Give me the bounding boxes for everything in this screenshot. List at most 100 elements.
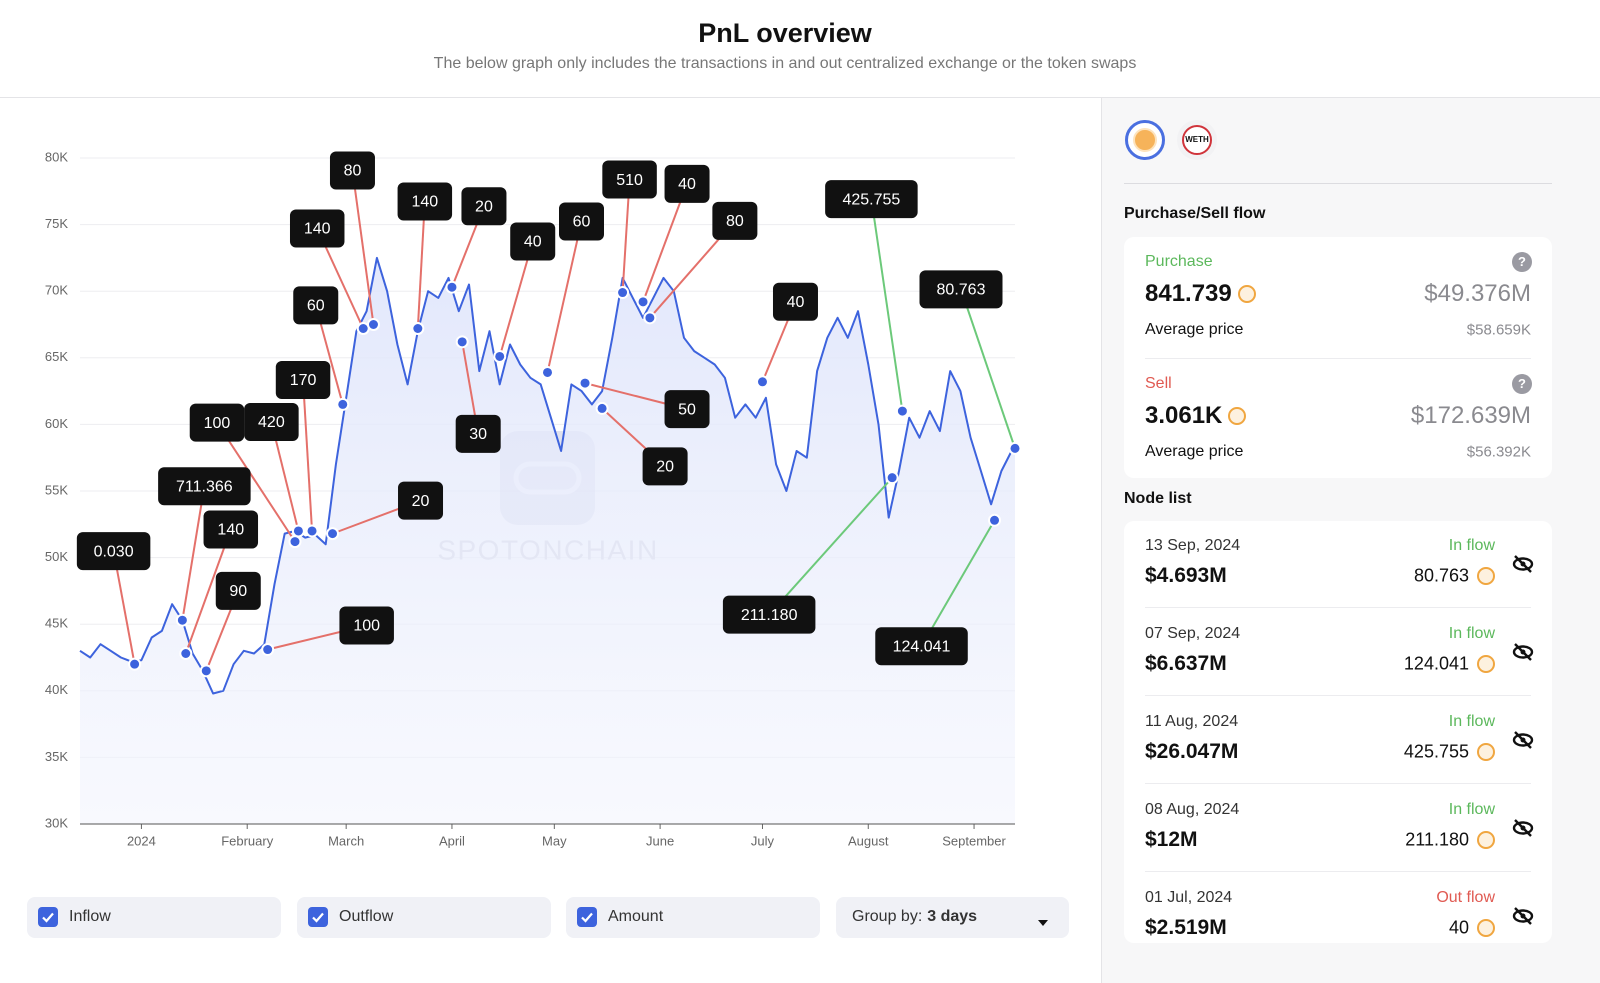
- divider: [1124, 183, 1552, 184]
- flow-dot: [895, 404, 909, 418]
- hide-toggle[interactable]: [1512, 906, 1534, 926]
- label-box: [244, 402, 299, 441]
- label-box: [722, 595, 816, 634]
- divider: [1145, 871, 1531, 872]
- flow-dot: [336, 397, 350, 411]
- x-tick-label: April: [439, 833, 465, 848]
- callout-line: [920, 519, 996, 647]
- amount-label: 100: [339, 606, 394, 645]
- node-flow: Out flow: [1436, 889, 1495, 906]
- price-line: [79, 256, 1016, 695]
- label-text: 0.030: [94, 543, 134, 560]
- section-title: Node list: [1124, 490, 1192, 507]
- group-label: Group by:: [852, 908, 923, 925]
- label-box: [215, 571, 261, 610]
- divider: [1145, 695, 1531, 696]
- amount-label: 40: [664, 164, 710, 203]
- filter-checkbox[interactable]: Outflow: [297, 897, 551, 938]
- flow-dot: [288, 535, 302, 549]
- avg-price: $56.392K: [1466, 443, 1531, 461]
- btc-token-icon[interactable]: [1125, 120, 1165, 160]
- x-tick-label: September: [942, 833, 1006, 848]
- node-usd: $6.637M: [1145, 652, 1227, 675]
- coin-icon: [1477, 919, 1495, 937]
- flow-dot: [885, 471, 899, 485]
- hide-toggle[interactable]: [1512, 642, 1534, 662]
- filter-checkbox[interactable]: Amount: [566, 897, 820, 938]
- avg-price: $58.659K: [1466, 321, 1531, 339]
- y-tick-label: 45K: [45, 616, 68, 631]
- caret: [1038, 920, 1048, 926]
- group-value: 3 days: [927, 908, 978, 925]
- flow-dot: [261, 643, 275, 657]
- check-mark: [42, 912, 54, 923]
- flow-dot: [578, 376, 592, 390]
- help-icon[interactable]: ?: [1512, 374, 1532, 394]
- label-text: 140: [411, 194, 438, 211]
- y-tick-label: 50K: [45, 549, 68, 564]
- label-box: [825, 180, 918, 219]
- x-tick-label: 2024: [127, 833, 156, 848]
- amount-label: 140: [397, 182, 453, 221]
- label-text: 90: [229, 583, 247, 600]
- hide-toggle[interactable]: [1512, 554, 1534, 574]
- flow-dot: [493, 349, 507, 363]
- flow-amount: 3.061K: [1145, 402, 1223, 429]
- amount-label: 420: [244, 402, 299, 441]
- amount-label: 510: [602, 160, 657, 199]
- label-box: [293, 286, 339, 325]
- checkbox: [38, 907, 58, 927]
- label-text: 211.180: [741, 607, 798, 624]
- help-icon[interactable]: ?: [1512, 252, 1532, 272]
- check-mark: [312, 912, 324, 923]
- weth-token-icon[interactable]: WETH: [1177, 120, 1217, 160]
- amount-label: 0.030: [76, 532, 151, 571]
- flow-dot: [291, 524, 305, 538]
- label-text: 100: [353, 618, 380, 635]
- page-subtitle: The below graph only includes the transa…: [433, 55, 1137, 72]
- checkbox-label: Inflow: [69, 908, 111, 925]
- group-by-select[interactable]: Group by: 3 days: [836, 897, 1069, 938]
- section-title: Purchase/Sell flow: [1124, 205, 1266, 222]
- checkbox: [577, 907, 597, 927]
- divider: [1145, 607, 1531, 608]
- filter-checkbox[interactable]: Inflow: [27, 897, 281, 938]
- amount-label: 100: [189, 403, 245, 442]
- label-box: [875, 627, 968, 666]
- amount-label: 20: [461, 187, 507, 226]
- hide-toggle[interactable]: [1512, 730, 1534, 750]
- callout-line: [546, 221, 583, 373]
- label-box: [339, 606, 394, 645]
- node-amount: 425.755: [1403, 741, 1469, 762]
- divider: [1145, 783, 1531, 784]
- y-tick-label: 55K: [45, 482, 68, 497]
- flow-dot: [595, 401, 609, 415]
- flow-dot: [755, 375, 769, 389]
- flow-dot: [988, 513, 1002, 527]
- y-tick-label: 30K: [45, 815, 68, 830]
- page-title: PnL overview: [698, 18, 872, 48]
- y-tick-label: 35K: [45, 749, 68, 764]
- label-text: 420: [258, 414, 285, 431]
- coin-icon: [1477, 743, 1495, 761]
- flow-dot: [445, 280, 459, 294]
- label-text: 510: [616, 172, 643, 189]
- amount-label: 140: [289, 209, 345, 248]
- node-flow: In flow: [1448, 537, 1495, 554]
- label-text: 20: [656, 459, 674, 476]
- x-tick-label: May: [542, 833, 567, 848]
- label-box: [76, 532, 151, 571]
- avg-label: Average price: [1145, 443, 1244, 460]
- label-box: [772, 282, 818, 321]
- label-box: [203, 510, 259, 549]
- amount-label: 60: [293, 286, 339, 325]
- node-date: 13 Sep, 2024: [1145, 537, 1241, 554]
- label-box: [455, 414, 501, 453]
- hide-toggle[interactable]: [1512, 818, 1534, 838]
- amount-label: 40: [510, 222, 556, 261]
- label-text: 140: [217, 522, 244, 539]
- callout-line: [642, 183, 688, 303]
- label-text: 711.366: [176, 478, 233, 495]
- amount-label: 124.041: [875, 627, 968, 666]
- label-box: [642, 447, 688, 486]
